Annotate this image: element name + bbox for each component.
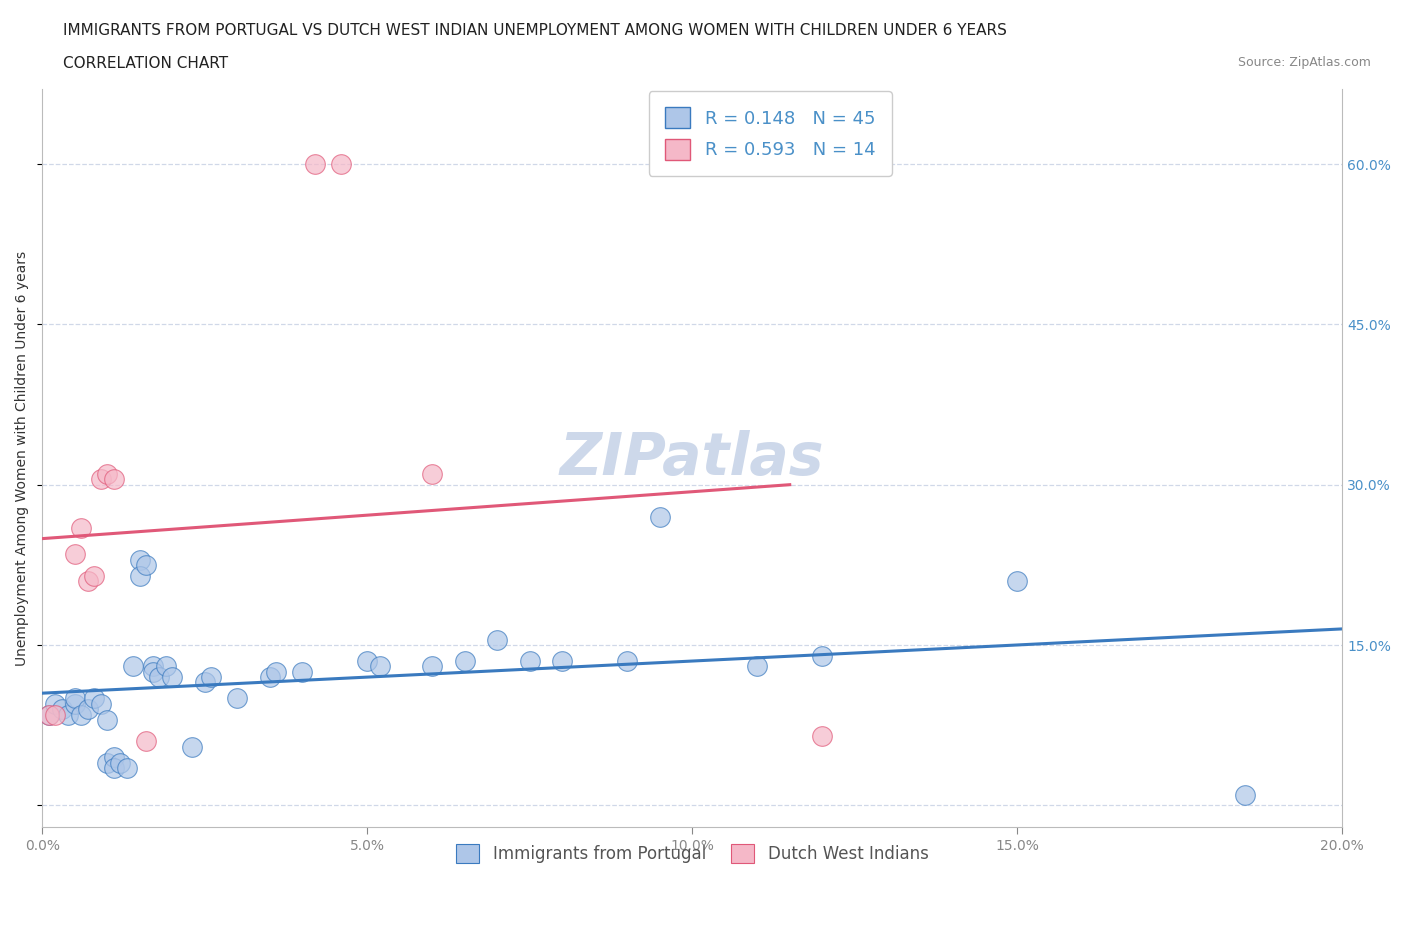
- Point: [103, 761, 125, 776]
- Point: [44, 697, 66, 711]
- Point: [70, 520, 93, 535]
- Point: [76, 702, 98, 717]
- Point: [420, 659, 443, 674]
- Point: [519, 654, 541, 669]
- Point: [103, 472, 125, 487]
- Point: [811, 728, 834, 743]
- Point: [616, 654, 638, 669]
- Text: IMMIGRANTS FROM PORTUGAL VS DUTCH WEST INDIAN UNEMPLOYMENT AMONG WOMEN WITH CHIL: IMMIGRANTS FROM PORTUGAL VS DUTCH WEST I…: [63, 23, 1007, 38]
- Point: [70, 707, 93, 722]
- Point: [648, 510, 671, 525]
- Point: [180, 739, 202, 754]
- Point: [38, 707, 60, 722]
- Point: [747, 659, 769, 674]
- Point: [142, 659, 165, 674]
- Point: [259, 670, 281, 684]
- Point: [148, 670, 170, 684]
- Point: [194, 675, 217, 690]
- Point: [135, 734, 157, 749]
- Point: [44, 707, 66, 722]
- Point: [226, 691, 249, 706]
- Point: [486, 632, 509, 647]
- Point: [115, 761, 138, 776]
- Point: [1007, 574, 1029, 589]
- Point: [63, 697, 86, 711]
- Point: [83, 568, 105, 583]
- Point: [142, 664, 165, 679]
- Point: [63, 691, 86, 706]
- Point: [454, 654, 477, 669]
- Point: [420, 467, 443, 482]
- Point: [551, 654, 574, 669]
- Point: [811, 648, 834, 663]
- Point: [160, 670, 183, 684]
- Point: [128, 552, 150, 567]
- Y-axis label: Unemployment Among Women with Children Under 6 years: Unemployment Among Women with Children U…: [15, 250, 30, 666]
- Point: [96, 467, 118, 482]
- Point: [96, 712, 118, 727]
- Text: ZIPatlas: ZIPatlas: [560, 430, 824, 486]
- Point: [96, 755, 118, 770]
- Point: [304, 157, 326, 172]
- Point: [368, 659, 391, 674]
- Text: Source: ZipAtlas.com: Source: ZipAtlas.com: [1237, 56, 1371, 69]
- Point: [51, 702, 73, 717]
- Point: [1233, 787, 1256, 802]
- Point: [200, 670, 222, 684]
- Point: [63, 547, 86, 562]
- Point: [291, 664, 314, 679]
- Point: [90, 472, 112, 487]
- Point: [128, 568, 150, 583]
- Point: [83, 691, 105, 706]
- Point: [155, 659, 177, 674]
- Point: [264, 664, 287, 679]
- Point: [90, 697, 112, 711]
- Point: [38, 707, 60, 722]
- Point: [330, 157, 353, 172]
- Point: [58, 707, 80, 722]
- Point: [103, 750, 125, 764]
- Point: [356, 654, 378, 669]
- Point: [135, 557, 157, 572]
- Legend: Immigrants from Portugal, Dutch West Indians: Immigrants from Portugal, Dutch West Ind…: [450, 837, 935, 870]
- Point: [122, 659, 145, 674]
- Point: [108, 755, 131, 770]
- Text: CORRELATION CHART: CORRELATION CHART: [63, 56, 228, 71]
- Point: [76, 574, 98, 589]
